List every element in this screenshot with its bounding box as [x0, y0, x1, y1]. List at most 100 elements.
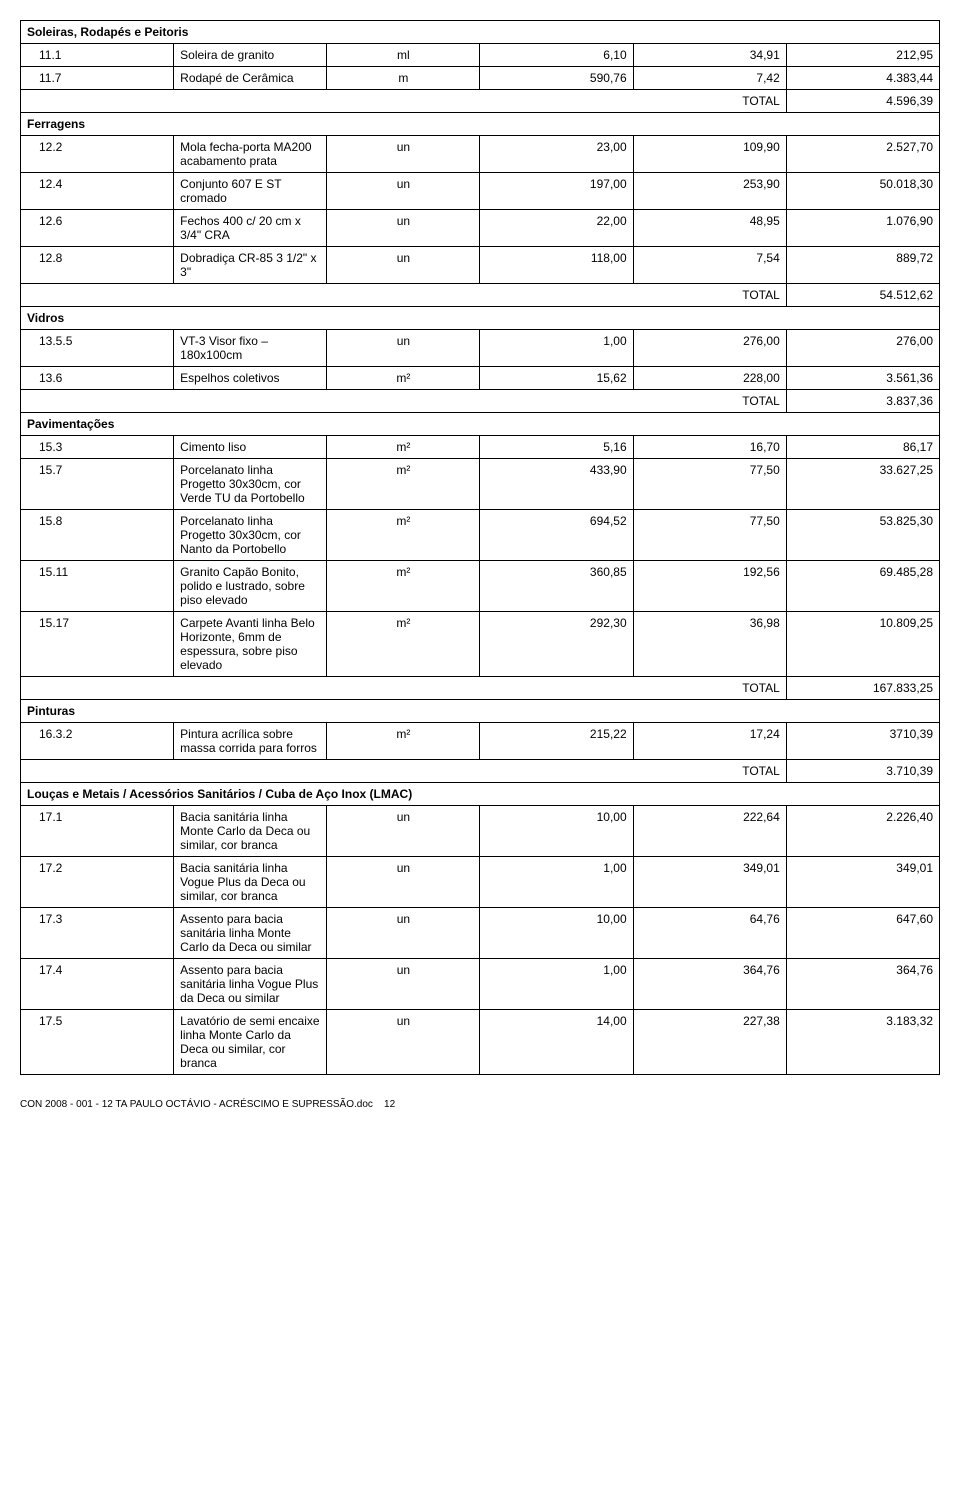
item-tot: 3.561,36	[786, 367, 939, 390]
table-row: TOTAL3.837,36	[21, 390, 940, 413]
item-desc: Pintura acrílica sobre massa corrida par…	[174, 723, 327, 760]
item-tot: 86,17	[786, 436, 939, 459]
item-desc: Conjunto 607 E ST cromado	[174, 173, 327, 210]
item-tot: 647,60	[786, 908, 939, 959]
item-desc: Espelhos coletivos	[174, 367, 327, 390]
item-tot: 69.485,28	[786, 561, 939, 612]
item-code: 13.6	[21, 367, 174, 390]
table-row: 12.8Dobradiça CR-85 3 1/2" x 3"un118,007…	[21, 247, 940, 284]
item-tot: 212,95	[786, 44, 939, 67]
section-header: Vidros	[21, 307, 940, 330]
item-pu: 7,42	[633, 67, 786, 90]
section-header: Soleiras, Rodapés e Peitoris	[21, 21, 940, 44]
table-row: 13.5.5VT-3 Visor fixo – 180x100cmun1,002…	[21, 330, 940, 367]
item-pu: 48,95	[633, 210, 786, 247]
item-unit: m²	[327, 561, 480, 612]
item-unit: m²	[327, 510, 480, 561]
item-qty: 360,85	[480, 561, 633, 612]
item-code: 15.8	[21, 510, 174, 561]
item-desc: Lavatório de semi encaixe linha Monte Ca…	[174, 1010, 327, 1075]
total-value: 3.710,39	[786, 760, 939, 783]
item-qty: 10,00	[480, 908, 633, 959]
item-unit: m²	[327, 459, 480, 510]
item-code: 17.4	[21, 959, 174, 1010]
item-desc: Soleira de granito	[174, 44, 327, 67]
item-code: 11.7	[21, 67, 174, 90]
item-code: 15.7	[21, 459, 174, 510]
item-pu: 77,50	[633, 459, 786, 510]
item-desc: Porcelanato linha Progetto 30x30cm, cor …	[174, 510, 327, 561]
item-code: 15.17	[21, 612, 174, 677]
item-pu: 276,00	[633, 330, 786, 367]
item-unit: m²	[327, 436, 480, 459]
table-row: Ferragens	[21, 113, 940, 136]
footer-page: 12	[384, 1099, 395, 1110]
item-code: 17.3	[21, 908, 174, 959]
item-unit: un	[327, 806, 480, 857]
item-tot: 50.018,30	[786, 173, 939, 210]
total-value: 3.837,36	[786, 390, 939, 413]
item-pu: 222,64	[633, 806, 786, 857]
table-row: 15.17Carpete Avanti linha Belo Horizonte…	[21, 612, 940, 677]
item-qty: 15,62	[480, 367, 633, 390]
item-pu: 253,90	[633, 173, 786, 210]
table-row: 11.1Soleira de granitoml6,1034,91212,95	[21, 44, 940, 67]
section-header: Louças e Metais / Acessórios Sanitários …	[21, 783, 940, 806]
item-qty: 433,90	[480, 459, 633, 510]
item-unit: m²	[327, 367, 480, 390]
item-code: 11.1	[21, 44, 174, 67]
item-pu: 17,24	[633, 723, 786, 760]
item-code: 12.4	[21, 173, 174, 210]
item-unit: m²	[327, 723, 480, 760]
item-unit: m	[327, 67, 480, 90]
item-unit: un	[327, 330, 480, 367]
item-unit: un	[327, 247, 480, 284]
table-row: 15.3Cimento lisom²5,1616,7086,17	[21, 436, 940, 459]
item-tot: 2.527,70	[786, 136, 939, 173]
item-desc: Bacia sanitária linha Monte Carlo da Dec…	[174, 806, 327, 857]
item-qty: 118,00	[480, 247, 633, 284]
item-tot: 349,01	[786, 857, 939, 908]
item-unit: un	[327, 210, 480, 247]
item-code: 16.3.2	[21, 723, 174, 760]
table-row: 15.7Porcelanato linha Progetto 30x30cm, …	[21, 459, 940, 510]
total-value: 167.833,25	[786, 677, 939, 700]
item-desc: Porcelanato linha Progetto 30x30cm, cor …	[174, 459, 327, 510]
item-tot: 3.183,32	[786, 1010, 939, 1075]
item-code: 15.11	[21, 561, 174, 612]
table-row: 16.3.2Pintura acrílica sobre massa corri…	[21, 723, 940, 760]
item-code: 12.8	[21, 247, 174, 284]
item-code: 17.5	[21, 1010, 174, 1075]
item-tot: 3710,39	[786, 723, 939, 760]
item-pu: 192,56	[633, 561, 786, 612]
table-row: Soleiras, Rodapés e Peitoris	[21, 21, 940, 44]
total-label: TOTAL	[21, 390, 787, 413]
item-unit: m²	[327, 612, 480, 677]
item-desc: Granito Capão Bonito, polido e lustrado,…	[174, 561, 327, 612]
item-tot: 889,72	[786, 247, 939, 284]
item-qty: 14,00	[480, 1010, 633, 1075]
item-qty: 5,16	[480, 436, 633, 459]
total-label: TOTAL	[21, 90, 787, 113]
item-tot: 2.226,40	[786, 806, 939, 857]
item-unit: ml	[327, 44, 480, 67]
item-code: 15.3	[21, 436, 174, 459]
total-label: TOTAL	[21, 677, 787, 700]
total-value: 54.512,62	[786, 284, 939, 307]
section-header: Pinturas	[21, 700, 940, 723]
item-desc: Assento para bacia sanitária linha Monte…	[174, 908, 327, 959]
item-code: 13.5.5	[21, 330, 174, 367]
item-desc: Rodapé de Cerâmica	[174, 67, 327, 90]
table-row: 13.6Espelhos coletivosm²15,62228,003.561…	[21, 367, 940, 390]
table-row: TOTAL54.512,62	[21, 284, 940, 307]
item-tot: 10.809,25	[786, 612, 939, 677]
table-row: TOTAL3.710,39	[21, 760, 940, 783]
item-desc: VT-3 Visor fixo – 180x100cm	[174, 330, 327, 367]
item-code: 12.2	[21, 136, 174, 173]
item-qty: 10,00	[480, 806, 633, 857]
item-qty: 6,10	[480, 44, 633, 67]
item-pu: 34,91	[633, 44, 786, 67]
table-row: 15.8Porcelanato linha Progetto 30x30cm, …	[21, 510, 940, 561]
item-qty: 1,00	[480, 857, 633, 908]
item-desc: Mola fecha-porta MA200 acabamento prata	[174, 136, 327, 173]
